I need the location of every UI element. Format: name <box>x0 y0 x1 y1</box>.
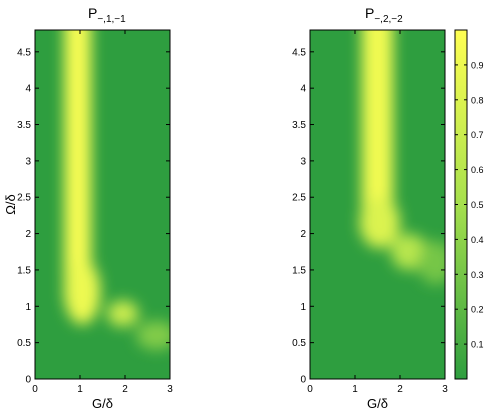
y-tick-label: 4.5 <box>292 47 306 58</box>
y-tick-label: 0 <box>25 375 31 386</box>
y-tick-label: 0 <box>300 375 306 386</box>
heatmap-feature-4 <box>418 240 445 285</box>
x-tick-label: 1 <box>352 384 358 395</box>
y-tick-label: 1.5 <box>17 265 31 276</box>
heatmap-feature-2 <box>64 259 101 325</box>
y-tick-label: 2 <box>25 229 31 240</box>
colorbar-tick-label: 0.1 <box>471 340 484 350</box>
colorbar-tick-label: 0.3 <box>471 270 484 280</box>
x-axis-label: G/δ <box>367 396 388 410</box>
y-tick-label: 4 <box>25 84 31 95</box>
y-tick-label: 3.5 <box>292 120 306 131</box>
y-tick-label: 3 <box>25 156 31 167</box>
y-tick-label: 1 <box>300 302 306 313</box>
y-tick-label: 0.5 <box>292 338 306 349</box>
y-tick-label: 0.5 <box>17 338 31 349</box>
colorbar-tick-label: 0.7 <box>471 130 484 140</box>
heatmap-background <box>35 30 170 379</box>
x-tick-label: 1 <box>77 384 83 395</box>
heatmap-panel-1: 0 1 2 3 0 0.5 1 1.5 2 2.5 3 3.5 4 4.5 P−,1,−1 G/δ Ω/δ <box>3 5 173 410</box>
y-tick-label: 2.5 <box>17 193 31 204</box>
plot-frame <box>34 29 171 380</box>
y-tick-label: 3.5 <box>17 120 31 131</box>
colorbar-tick-label: 0.6 <box>471 165 484 175</box>
y-axis-label: Ω/δ <box>3 194 18 215</box>
x-tick-label: 2 <box>122 384 128 395</box>
heatmap-feature-1 <box>361 30 394 241</box>
chart-title-subscript: −,2,−2 <box>374 14 403 25</box>
colorbar-tick-label: 0.4 <box>471 235 484 245</box>
x-tick-label: 0 <box>32 384 38 395</box>
chart-title: P−,2,−2 <box>365 5 403 25</box>
plot-frame <box>309 29 446 380</box>
colorbar-tick-label: 0.5 <box>471 200 484 210</box>
x-axis-label: G/δ <box>92 396 113 410</box>
heatmap-feature-2 <box>359 197 400 249</box>
x-tick-label: 3 <box>167 384 173 395</box>
heatmap-feature-3 <box>107 300 139 327</box>
y-tick-label: 1 <box>25 302 31 313</box>
x-tick-label: 3 <box>442 384 448 395</box>
colorbar-tick-label: 0.9 <box>471 60 484 70</box>
x-tick-label: 0 <box>307 384 313 395</box>
heatmap-feature-1 <box>64 30 92 307</box>
chart-title-subscript: −,1,−1 <box>97 14 126 25</box>
y-tick-label: 3 <box>300 156 306 167</box>
y-tick-label: 4.5 <box>17 47 31 58</box>
heatmap-feature-3 <box>391 233 427 270</box>
colorbar-tick-label: 0.2 <box>471 305 484 315</box>
heatmap-feature-4 <box>136 320 170 350</box>
x-tick-label: 2 <box>397 384 403 395</box>
y-tick-label: 2.5 <box>292 193 306 204</box>
y-tick-label: 4 <box>300 84 306 95</box>
colorbar-tick-label: 0.8 <box>471 95 484 105</box>
chart-title: P−,1,−1 <box>88 5 126 25</box>
y-tick-label: 2 <box>300 229 306 240</box>
heatmap-panel-2: 0 1 2 3 0 0.5 1 1.5 2 2.5 3 3.5 4 4.5 P−,2,−2 G/δ <box>292 5 448 410</box>
y-tick-label: 1.5 <box>292 265 306 276</box>
colorbar: 0.1 0.2 0.3 0.4 0.5 0.6 0.7 0.8 0.9 <box>454 29 484 380</box>
